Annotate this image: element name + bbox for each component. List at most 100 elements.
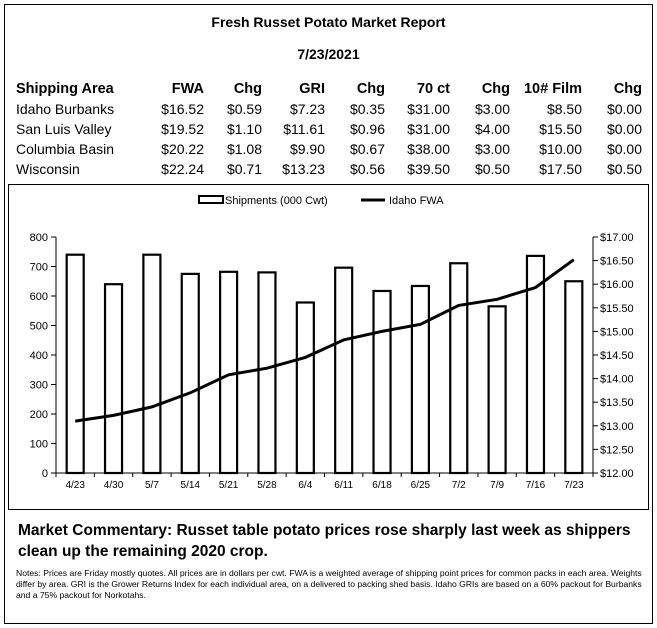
legend-shipments-label: Shipments (000 Cwt) [225, 195, 328, 207]
price-cell: $0.50 [474, 161, 510, 177]
table-row: Wisconsin $22.24 $0.71 $13.23 $0.56 $39.50 $0.… [16, 160, 642, 180]
shipment-bar [65, 253, 85, 475]
price-cell: $0.59 [226, 101, 262, 117]
right-tick-label: $13.50 [600, 397, 634, 409]
shipment-bar [142, 253, 162, 475]
shipping-area-cell: Columbia Basin [16, 141, 115, 157]
chart-box: 0 100 200 300 400 500 600 700 800 $12.00 $12.50 $13… [8, 184, 649, 510]
price-cell: $1.08 [226, 141, 262, 157]
shipping-area-cell: San Luis Valley [16, 121, 112, 137]
x-tick-label: 5/21 [219, 480, 239, 491]
column-header: Chg [233, 81, 262, 97]
x-tick-label: 7/2 [452, 480, 466, 491]
right-tick-label: $15.50 [600, 303, 634, 315]
price-table-header: Shipping Area FWA Chg GRI Chg 70 ct Chg 10# Fil… [16, 80, 642, 100]
column-header: GRI [299, 81, 325, 97]
right-tick-label: $14.50 [600, 350, 634, 362]
shipment-bar [410, 284, 430, 475]
price-cell: $1.10 [226, 121, 262, 137]
idaho-fwa-line [74, 258, 575, 423]
column-header: FWA [171, 81, 204, 97]
shipment-bar [103, 283, 124, 475]
left-tick-label: 300 [30, 380, 48, 392]
table-row: Columbia Basin $20.22 $1.08 $9.90 $0.67 $38.0… [16, 140, 642, 160]
price-cell: $0.00 [606, 121, 642, 137]
x-tick-label: 5/7 [145, 480, 159, 491]
x-tick-label: 4/30 [104, 480, 124, 491]
column-header: Chg [613, 81, 642, 97]
price-cell: $39.50 [407, 161, 450, 177]
price-table: Shipping Area FWA Chg GRI Chg 70 ct Chg 10# Fil… [16, 80, 642, 180]
left-tick-label: 800 [30, 232, 48, 244]
price-cell: $0.35 [349, 101, 385, 117]
x-tick-label: 7/9 [490, 480, 504, 491]
price-cell: $16.52 [161, 101, 204, 117]
price-cell: $3.00 [474, 101, 510, 117]
right-tick-label: $15.00 [600, 326, 634, 338]
column-header: Chg [481, 81, 510, 97]
left-tick-label: 600 [30, 291, 48, 303]
shipping-area-cell: Wisconsin [16, 161, 80, 177]
left-tick-label: 0 [42, 468, 48, 480]
right-tick-label: $14.00 [600, 374, 634, 386]
price-cell: $0.00 [606, 141, 642, 157]
report-notes: Notes: Prices are Friday mostly quotes. … [16, 568, 642, 600]
x-tick-label: 5/14 [181, 480, 201, 491]
market-commentary: Market Commentary: Russet table potato p… [18, 522, 631, 560]
report-title: Fresh Russet Potato Market Report [211, 14, 446, 30]
price-cell: $19.52 [161, 121, 204, 137]
price-cell: $0.67 [349, 141, 385, 157]
price-cell: $38.00 [407, 141, 450, 157]
price-cell: $0.50 [606, 161, 642, 177]
right-tick-label: $17.00 [600, 232, 634, 244]
right-tick-label: $16.00 [600, 279, 634, 291]
shipments-fwa-chart: 0 100 200 300 400 500 600 700 800 $12.00 $12.50 $13… [30, 195, 634, 491]
left-tick-label: 100 [30, 439, 48, 451]
shipment-bar [487, 305, 507, 475]
price-cell: $0.71 [226, 161, 262, 177]
right-tick-label: $13.00 [600, 421, 634, 433]
price-cell: $20.22 [161, 141, 204, 157]
price-cell: $22.24 [161, 161, 204, 177]
shipment-bar [449, 262, 469, 475]
x-tick-label: 6/11 [334, 480, 353, 491]
shipment-bar [564, 280, 584, 475]
legend-fwa-label: Idaho FWA [389, 195, 444, 207]
x-tick-label: 7/16 [526, 480, 546, 491]
column-header: Chg [356, 81, 385, 97]
x-tick-label: 6/4 [298, 480, 312, 491]
x-tick-label: 7/23 [564, 480, 584, 491]
report-frame [4, 4, 653, 624]
price-cell: $10.00 [539, 141, 582, 157]
shipment-bar [295, 301, 315, 475]
left-tick-label: 200 [30, 409, 48, 421]
right-tick-label: $12.00 [600, 468, 634, 480]
price-cell: $15.50 [539, 121, 582, 137]
price-cell: $8.50 [546, 101, 582, 117]
left-tick-label: 400 [30, 350, 48, 362]
right-tick-label: $12.50 [600, 444, 634, 456]
column-header: 70 ct [416, 81, 450, 97]
price-cell: $11.61 [283, 121, 325, 137]
shipment-bar [180, 272, 200, 475]
price-cell: $31.00 [407, 121, 450, 137]
price-cell: $0.96 [349, 121, 385, 137]
shipment-bar [257, 271, 277, 475]
price-cell: $4.00 [474, 121, 510, 137]
price-cell: $13.23 [282, 161, 325, 177]
right-tick-label: $16.50 [600, 256, 634, 268]
x-tick-label: 5/28 [257, 480, 277, 491]
column-header: Shipping Area [16, 81, 114, 97]
price-cell: $3.00 [474, 141, 510, 157]
table-row: San Luis Valley $19.52 $1.10 $11.61 $0.96 $31… [16, 120, 642, 140]
price-cell: $9.90 [289, 141, 325, 157]
table-row: Idaho Burbanks $16.52 $0.59 $7.23 $0.35 $31.0… [16, 100, 642, 120]
left-tick-label: 500 [30, 321, 48, 333]
price-cell: $7.23 [289, 101, 325, 117]
legend-shipments-swatch [198, 195, 224, 204]
price-cell: $0.00 [606, 101, 642, 117]
report-date: 7/23/2021 [297, 46, 360, 62]
x-tick-label: 6/18 [372, 480, 392, 491]
x-tick-label: 4/23 [65, 480, 85, 491]
shipment-bar [372, 289, 392, 475]
